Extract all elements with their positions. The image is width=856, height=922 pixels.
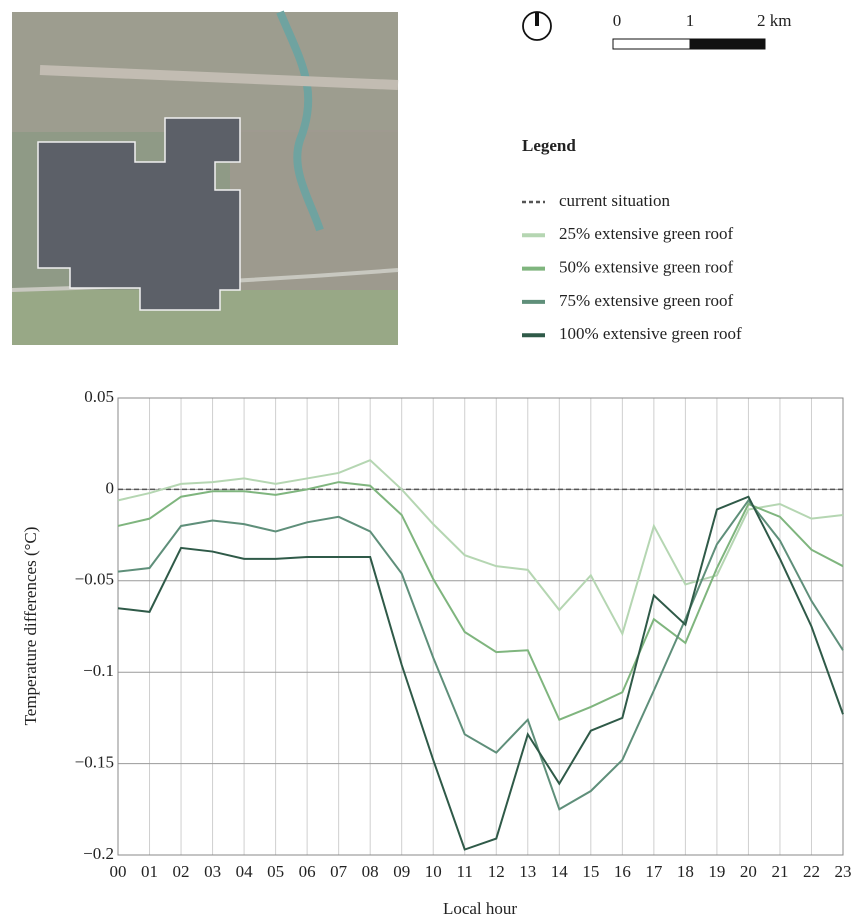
y-tick-label: −0.1 [83,661,114,680]
x-tick-label: 10 [425,862,442,881]
x-tick-label: 03 [204,862,221,881]
legend-label: 100% extensive green roof [559,324,742,343]
x-tick-label: 07 [330,862,348,881]
scale-label: 2 km [757,11,791,30]
x-tick-label: 15 [582,862,599,881]
legend-label: current situation [559,191,670,210]
compass-needle [535,12,539,26]
legend-title: Legend [522,136,576,155]
scale-label: 0 [613,11,622,30]
scale-segment [689,38,766,50]
rail-yard [39,65,399,90]
x-tick-label: 00 [110,862,127,881]
scale-segment [612,38,691,50]
x-tick-label: 14 [551,862,569,881]
legend-label: 50% extensive green roof [559,258,734,277]
north-arrow [522,11,552,41]
aerial-map [11,10,399,345]
x-tick-label: 01 [141,862,158,881]
x-tick-label: 04 [236,862,254,881]
x-tick-label: 16 [614,862,631,881]
x-tick-label: 09 [393,862,410,881]
x-tick-label: 11 [457,862,473,881]
x-tick-label: 19 [708,862,725,881]
scale-label: 1 [686,11,695,30]
x-tick-label: 02 [173,862,190,881]
x-tick-label: 13 [519,862,536,881]
x-tick-label: 17 [645,862,663,881]
y-tick-label: −0.05 [75,570,114,589]
x-tick-label: 08 [362,862,379,881]
y-tick-label: 0.05 [84,387,114,406]
series-line [117,481,844,722]
legend-label: 25% extensive green roof [559,224,734,243]
scale-bar: 0 1 2 km [612,11,791,50]
series-line [117,495,844,851]
y-tick-label: 0 [106,478,115,497]
x-tick-label: 21 [771,862,788,881]
x-tick-label: 12 [488,862,505,881]
series-line [117,458,844,637]
x-tick-label: 06 [299,862,316,881]
x-tick-label: 22 [803,862,820,881]
series-line [117,498,844,811]
x-tick-label: 18 [677,862,694,881]
x-axis-label: Local hour [443,899,517,918]
river [276,10,324,232]
y-tick-label: −0.2 [83,844,114,863]
legend-label: 75% extensive green roof [559,291,734,310]
x-tick-label: 23 [835,862,852,881]
x-tick-label: 05 [267,862,284,881]
y-tick-label: −0.15 [75,753,114,772]
x-tick-label: 20 [740,862,757,881]
study-area [37,117,241,311]
y-axis-label: Temperature differences (°C) [21,527,40,726]
plot-frame [117,397,844,856]
